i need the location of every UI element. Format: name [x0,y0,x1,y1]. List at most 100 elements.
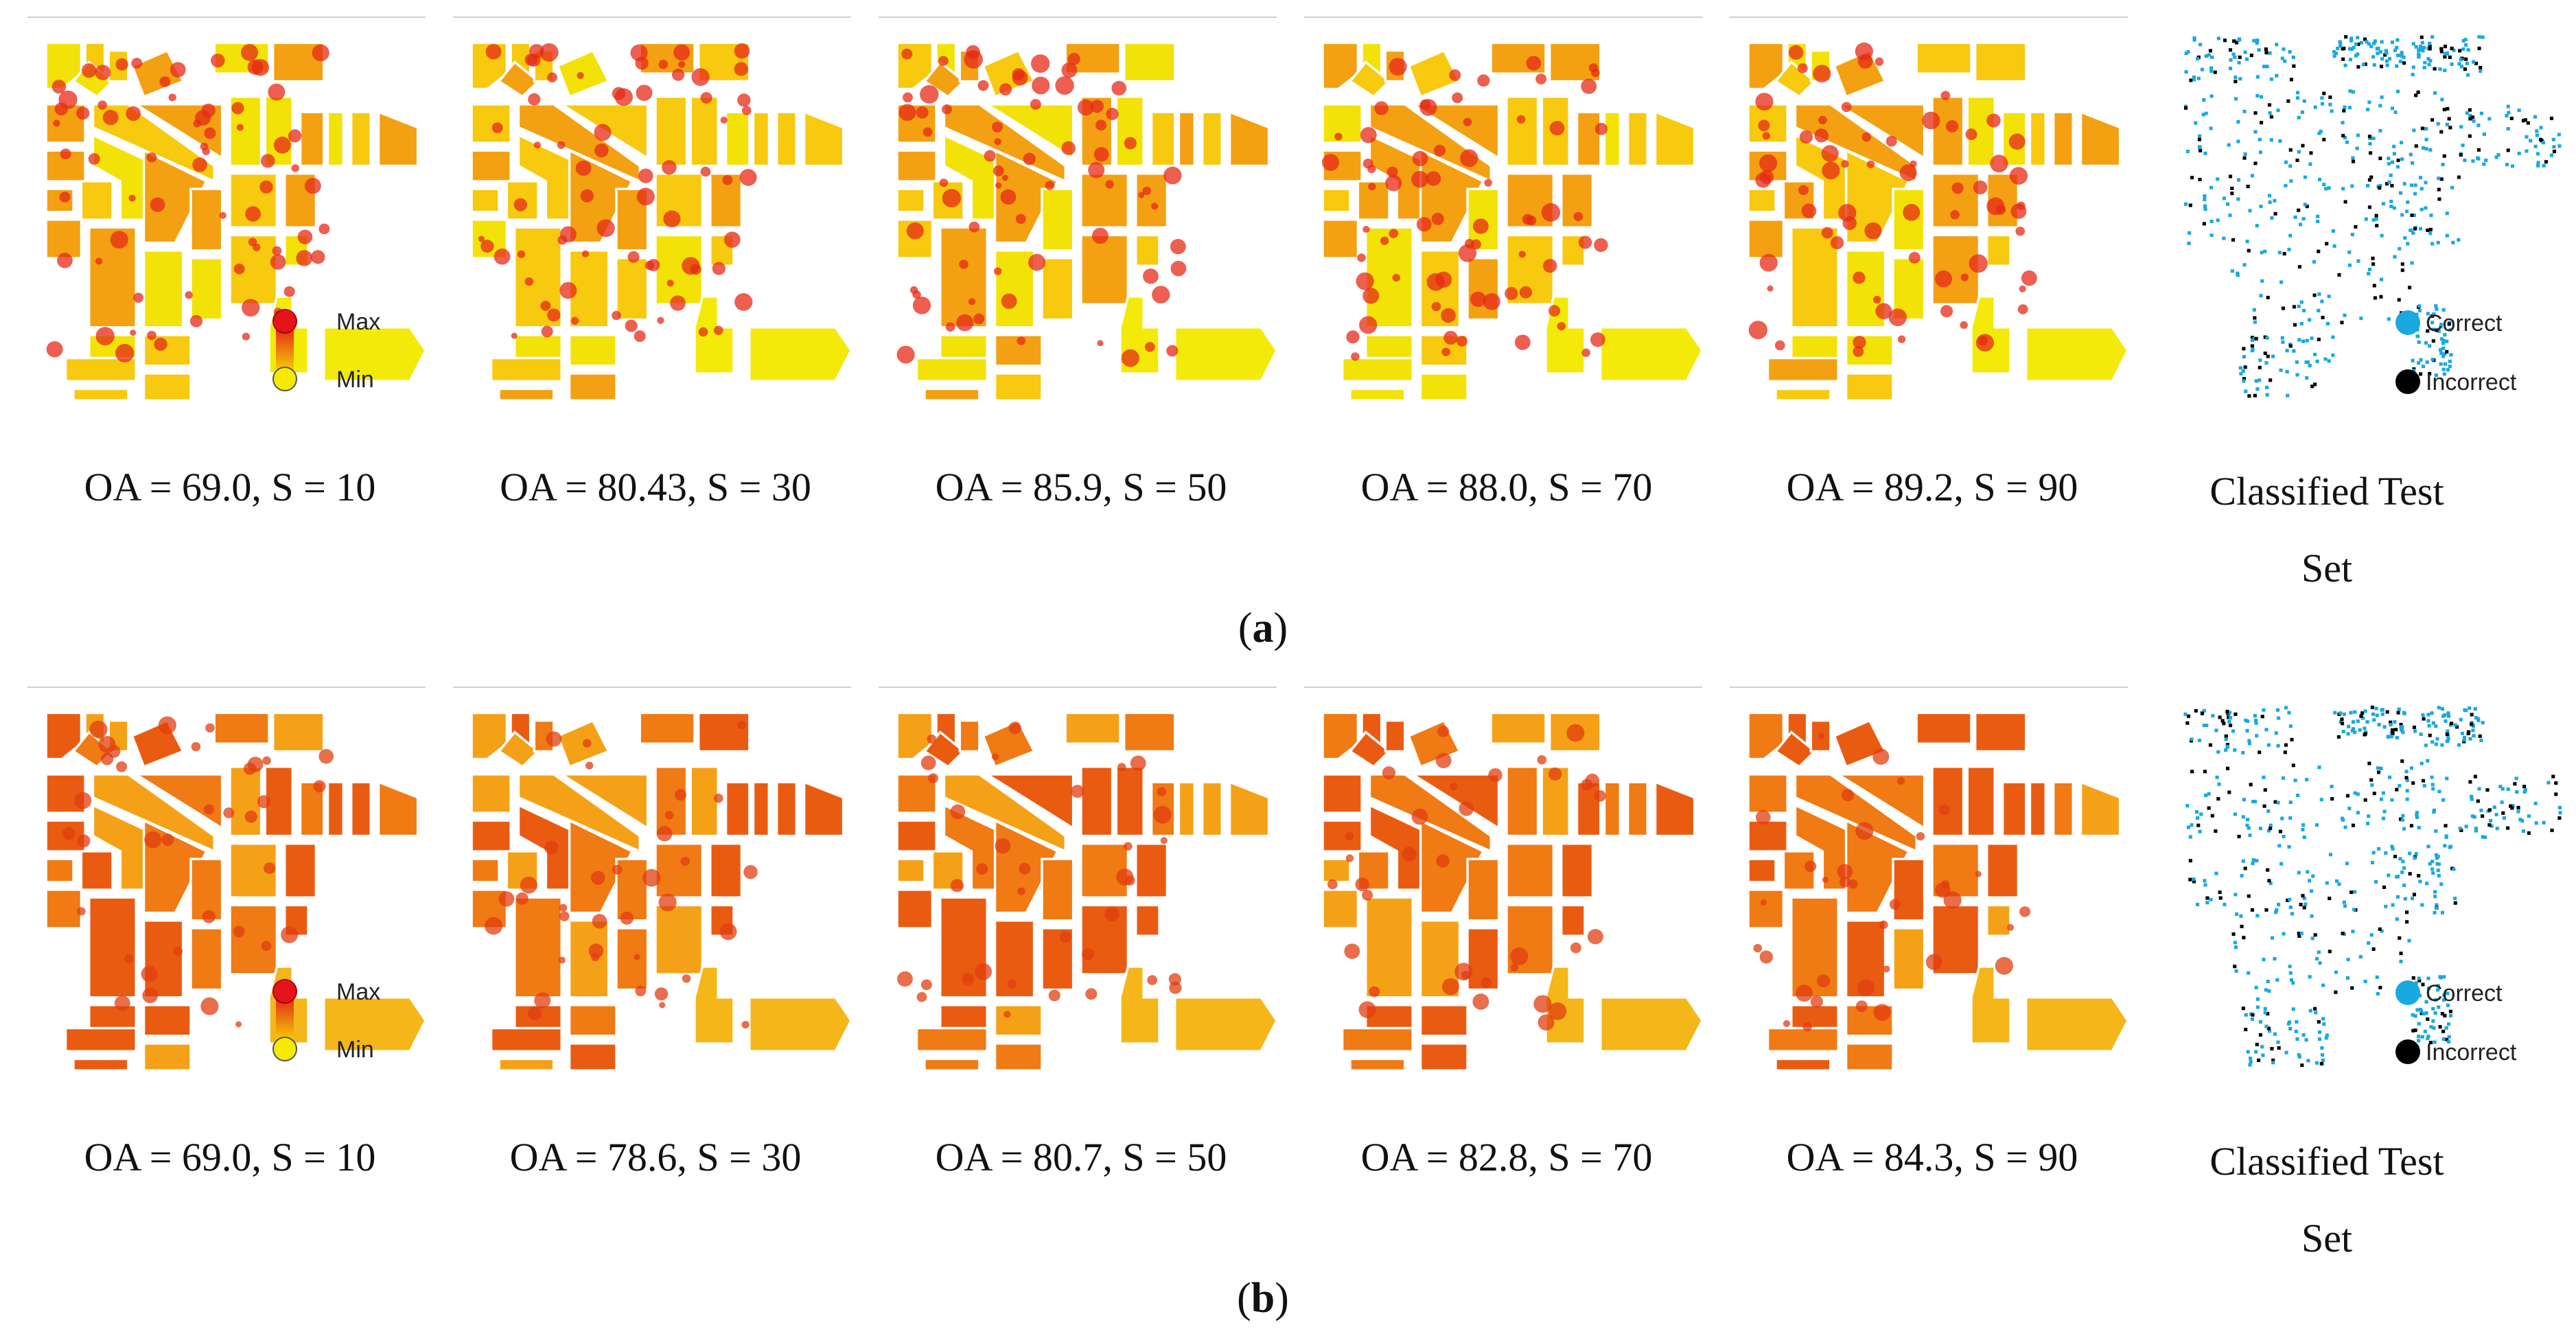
field-parcel [923,387,981,402]
test-pixel [2340,722,2345,726]
test-pixel [2189,78,2193,82]
test-pixel [2431,871,2435,875]
hotspot [1163,166,1182,185]
hotspot [923,127,933,137]
field-parcel [1931,172,1981,229]
map-top-rule [879,687,1277,688]
test-pixel [2188,231,2192,235]
hotspot [993,267,1002,275]
test-pixel [2254,336,2258,341]
test-pixel [2350,728,2354,733]
test-pixel [2443,1013,2447,1017]
test-pixel [2442,975,2446,979]
test-pixel [2225,766,2230,770]
test-pixel [2541,141,2546,145]
test-pixel [2246,1050,2250,1054]
test-pixel [2284,1050,2288,1055]
test-pixel [2494,813,2498,817]
test-pixel [2254,1050,2258,1054]
hotspot [1001,174,1008,181]
hotspot [1012,70,1028,86]
test-pixel [2277,903,2281,907]
test-pixel [2280,336,2284,340]
test-pixel [2482,132,2487,136]
test-pixel [2268,51,2272,55]
test-pixel [2393,720,2397,724]
hotspot [291,164,299,172]
test-pixel [2385,710,2389,714]
test-pixel [2372,718,2376,722]
hotspot [1879,920,1888,930]
test-pixel [2255,38,2260,43]
test-pixel [2372,792,2376,796]
test-pixel [2417,978,2422,982]
test-pixel [2288,801,2293,805]
hotspot [534,992,551,1009]
test-pixel [2471,159,2475,163]
test-pixel [2313,352,2317,356]
test-pixel [2268,200,2272,205]
test-pixel [2395,165,2400,169]
hotspot [673,44,691,61]
hotspot [1003,1011,1011,1018]
test-pixel [2280,816,2284,820]
test-pixel [2436,868,2440,873]
test-pixel [2192,36,2196,40]
test-pixel [2188,877,2192,882]
test-pixel [2376,47,2380,51]
test-pixel [2194,709,2198,713]
field-parcel [1356,180,1391,221]
test-pixel [2328,102,2332,106]
hotspot [1452,92,1463,104]
field-parcel [349,781,372,838]
hotspot [1028,253,1046,271]
test-pixel [2198,148,2203,152]
hotspot [1334,133,1343,141]
field-parcel [1747,857,1777,884]
field-parcel [983,773,1075,831]
test-pixel [2251,347,2255,351]
hotspot [737,721,746,730]
test-pixel [2436,988,2440,992]
test-pixel [2442,372,2446,376]
test-pixel [2380,95,2384,100]
test-pixel [2477,35,2481,39]
field-parcel [470,149,512,183]
test-pixel [2441,798,2446,802]
test-pixel [2430,242,2435,246]
test-pixel [2461,38,2465,43]
test-pixel [2339,44,2343,48]
test-pixel [2426,719,2430,723]
test-pixel [2340,321,2344,325]
test-pixel [2481,35,2485,39]
test-pixel [2523,788,2527,792]
test-pixel [2437,197,2441,201]
test-pixel [2426,759,2430,763]
test-pixel [2297,1053,2301,1057]
test-pixel [2319,129,2323,133]
test-pixel [2353,730,2357,735]
test-pixel [2506,127,2510,131]
test-pixel [2295,91,2300,95]
field-parcel [64,1026,137,1052]
field-parcel [470,773,512,814]
test-pixel [2295,794,2300,798]
field-parcel [1774,387,1832,402]
test-pixel [2303,203,2307,207]
test-pixel [2275,73,2279,78]
field-parcel [915,1026,988,1052]
hotspot [1138,192,1145,198]
hotspot [656,826,673,842]
caption-a-1: OA = 69.0, S = 10 [84,465,376,509]
test-pixel [2440,707,2445,711]
test-pixel [2470,722,2474,726]
test-pixel [2288,724,2293,728]
field-parcel [1834,103,1926,161]
test-pixel [2192,879,2196,884]
test-pixel [2278,139,2282,143]
test-pixel [2471,728,2475,733]
test-pixel [2474,715,2479,719]
test-pixel [2437,862,2441,866]
hotspot [313,780,326,793]
hotspot [244,810,257,823]
